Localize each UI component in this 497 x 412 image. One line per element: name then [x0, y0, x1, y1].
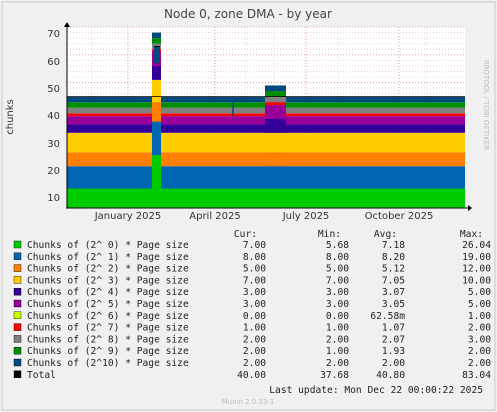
legend-swatch: [13, 370, 22, 378]
legend-value-cur: 3.00: [243, 287, 266, 298]
legend-value-cur: 3.00: [243, 299, 266, 310]
legend-swatch: [13, 252, 22, 261]
legend-value-max: 2.00: [468, 323, 491, 334]
legend-value-min: 1.00: [326, 346, 349, 357]
legend-value-min: 1.00: [326, 323, 349, 334]
rrdtool-credit: RRDTOOL / TOBI OETIKER: [482, 60, 490, 150]
legend-value-min: 2.00: [326, 334, 349, 345]
legend-value-min: 37.68: [320, 370, 349, 381]
last-update: Last update: Mon Dec 22 00:00:22 2025: [269, 385, 483, 396]
chart-title: Node 0, zone DMA - by year: [164, 7, 332, 21]
legend-series-name: Chunks of (2^ 8) * Page size: [27, 334, 189, 345]
x-tick-label: April 2025: [189, 211, 240, 222]
legend-value-min: 5.68: [326, 240, 349, 251]
legend-swatch: [13, 288, 22, 296]
y-tick-label: 50: [47, 84, 60, 95]
legend-value-avg: 1.07: [382, 323, 405, 334]
legend-value-max: 26.04: [462, 240, 491, 251]
legend-swatch: [13, 299, 22, 308]
legend-series-name: Chunks of (2^ 1) * Page size: [27, 252, 189, 263]
legend-value-avg: 2.00: [382, 358, 405, 369]
legend-value-min: 7.00: [326, 275, 349, 286]
legend-value-max: 10.00: [462, 275, 491, 286]
legend-series-name: Chunks of (2^ 9) * Page size: [27, 346, 189, 357]
legend-value-max: 2.00: [468, 346, 491, 357]
legend-value-max: 5.00: [468, 299, 491, 310]
legend-series-name: Chunks of (2^ 7) * Page size: [27, 323, 189, 334]
legend-swatch: [13, 264, 22, 272]
legend-series-name: Chunks of (2^ 0) * Page size: [27, 240, 189, 251]
column-header-avg: Avg:: [374, 229, 397, 240]
legend-swatch: [13, 240, 22, 249]
legend-value-min: 0.00: [326, 311, 349, 322]
legend-value-max: 1.00: [468, 311, 491, 322]
legend-series-name: Chunks of (2^10) * Page size: [27, 358, 189, 369]
legend-value-max: 3.00: [468, 334, 491, 345]
column-header-max: Max:: [460, 229, 483, 240]
legend-series-name: Chunks of (2^ 4) * Page size: [27, 287, 189, 298]
legend-value-avg: 7.05: [382, 275, 405, 286]
legend-value-avg: 5.12: [382, 264, 405, 275]
legend-value-max: 2.00: [468, 358, 491, 369]
legend-value-avg: 8.20: [382, 252, 405, 263]
column-header-min: Min:: [318, 229, 341, 240]
stacked-areas: [67, 32, 465, 208]
munin-version: Munin 2.0.33-1: [222, 398, 275, 406]
x-tick-label: July 2025: [282, 211, 330, 222]
legend-value-min: 8.00: [326, 252, 349, 263]
y-tick-label: 60: [47, 57, 60, 68]
y-tick-label: 70: [47, 29, 60, 40]
legend-value-avg: 3.05: [382, 299, 405, 310]
legend-value-max: 19.00: [462, 252, 491, 263]
legend-value-min: 5.00: [326, 264, 349, 275]
x-tick-label: October 2025: [365, 211, 434, 222]
legend-series-name: Chunks of (2^ 6) * Page size: [27, 311, 189, 322]
legend-value-min: 3.00: [326, 299, 349, 310]
legend-value-cur: 2.00: [243, 346, 266, 357]
peak-segments: [152, 32, 286, 208]
legend-value-max: 5.00: [468, 287, 491, 298]
y-tick-label: 20: [47, 166, 60, 177]
y-tick-label: 30: [47, 139, 60, 150]
legend-series-name: Chunks of (2^ 5) * Page size: [27, 299, 189, 310]
legend-swatch: [13, 276, 22, 284]
legend-value-cur: 1.00: [243, 323, 266, 334]
legend-value-cur: 7.00: [243, 240, 266, 251]
legend-swatch: [13, 311, 22, 319]
legend-value-cur: 40.00: [237, 370, 266, 381]
legend-value-avg: 1.93: [382, 346, 405, 357]
legend-value-avg: 2.07: [382, 334, 405, 345]
legend-series-name: Chunks of (2^ 3) * Page size: [27, 275, 189, 286]
legend-swatch: [13, 358, 22, 367]
legend-series-name: Total: [27, 370, 56, 381]
legend-value-cur: 7.00: [243, 275, 266, 286]
x-tick-label: January 2025: [94, 211, 162, 222]
legend-value-cur: 5.00: [243, 264, 266, 275]
column-header-cur: Cur:: [234, 229, 257, 240]
legend-swatch: [13, 323, 22, 331]
legend-value-avg: 7.18: [382, 240, 405, 251]
y-axis-label: chunks: [5, 99, 16, 135]
legend-swatch: [13, 335, 22, 343]
legend-series-name: Chunks of (2^ 2) * Page size: [27, 264, 189, 275]
legend-value-min: 3.00: [326, 287, 349, 298]
legend-value-cur: 2.00: [243, 334, 266, 345]
legend-value-max: 83.04: [462, 370, 491, 381]
legend-value-cur: 8.00: [243, 252, 266, 263]
legend-value-cur: 2.00: [243, 358, 266, 369]
axes: [64, 22, 472, 211]
legend-value-avg: 3.07: [382, 287, 405, 298]
legend-value-avg: 62.58m: [370, 311, 405, 322]
y-tick-label: 10: [47, 193, 60, 204]
legend-value-min: 2.00: [326, 358, 349, 369]
legend-value-cur: 0.00: [243, 311, 266, 322]
legend-swatch: [13, 347, 22, 355]
legend-value-avg: 40.80: [376, 370, 405, 381]
legend-table: Cur: Min: Avg: Max: Chunks of (2^ 0) * P…: [13, 229, 491, 381]
y-tick-label: 40: [47, 111, 60, 122]
legend-value-max: 12.00: [462, 264, 491, 275]
